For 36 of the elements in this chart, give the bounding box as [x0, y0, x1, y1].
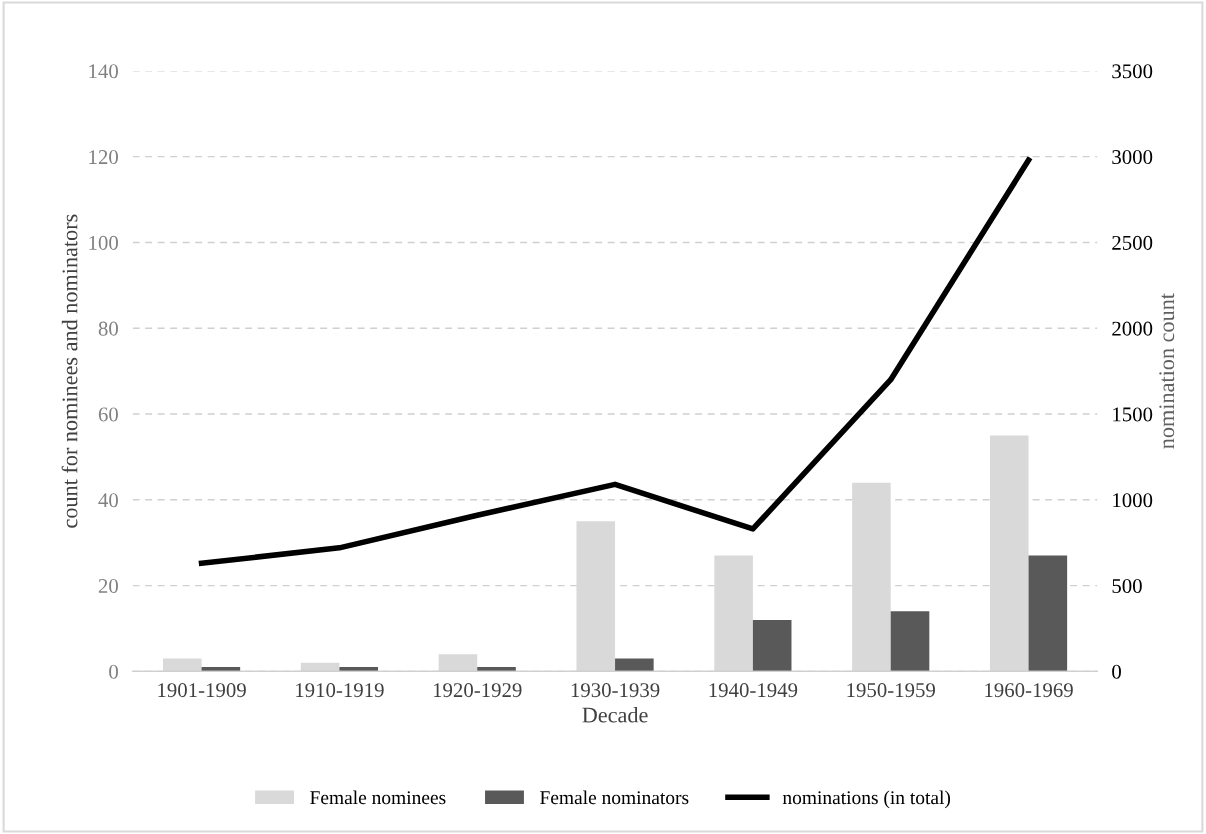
y-tick-label: 40 [98, 493, 118, 508]
bar [339, 667, 378, 672]
y2-tick-label: 3500 [1112, 64, 1153, 79]
bar [615, 658, 654, 672]
bar [201, 667, 241, 672]
y2-axis-title: nomination count [1159, 293, 1175, 449]
y2-tick-label: 2000 [1112, 321, 1153, 336]
y2-tick-label: 3000 [1112, 150, 1153, 165]
legend-label: nominations (in total) [782, 790, 951, 809]
bar [752, 619, 792, 672]
y2-tick-label: 2500 [1112, 235, 1153, 250]
x-tick-label: 1930-1939 [571, 683, 660, 698]
bar [477, 667, 516, 672]
x-axis-title: Decade [582, 706, 648, 723]
y-tick-label: 140 [89, 64, 118, 79]
y-axis-title: count for nominees and nominators [61, 214, 78, 528]
y2-tick-label: 0 [1112, 664, 1121, 679]
x-tick-label: 1920-1929 [433, 683, 522, 698]
legend-label: Female nominees [310, 790, 446, 805]
y-tick-label: 0 [109, 664, 118, 679]
x-tick-label: 1940-1949 [709, 683, 798, 698]
legend-label: Female nominators [540, 790, 689, 805]
y-tick-label: 60 [98, 407, 118, 422]
y2-tick-label: 500 [1112, 578, 1142, 594]
y-tick-label: 100 [89, 235, 118, 250]
x-tick-label: 1950-1959 [847, 683, 935, 698]
y-tick-label: 20 [98, 578, 118, 594]
y-tick-label: 80 [98, 321, 118, 336]
x-tick-label: 1901-1909 [158, 683, 246, 698]
bar [1028, 555, 1068, 672]
y2-tick-label: 1500 [1113, 407, 1153, 422]
x-tick-label: 1910-1919 [296, 683, 384, 698]
x-tick-label: 1960-1969 [985, 683, 1073, 698]
bar [890, 611, 930, 672]
y2-tick-label: 1000 [1113, 493, 1153, 508]
y-tick-label: 120 [89, 150, 118, 165]
